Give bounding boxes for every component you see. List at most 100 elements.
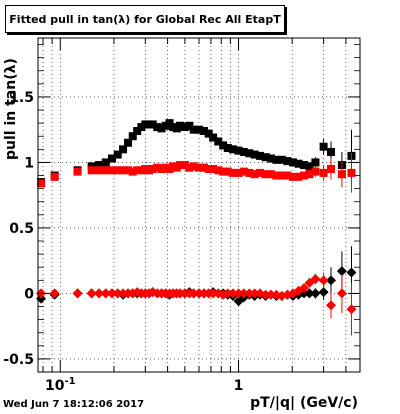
data-point <box>272 171 281 180</box>
data-point <box>153 163 162 172</box>
data-point <box>222 288 233 299</box>
data-point <box>223 167 232 176</box>
data-point <box>185 163 194 172</box>
data-point <box>133 126 142 135</box>
data-point <box>336 266 347 277</box>
data-point <box>266 154 275 163</box>
data-point <box>214 166 223 175</box>
data-point <box>113 166 122 175</box>
series-3 <box>36 272 357 336</box>
data-point <box>288 158 297 167</box>
data-point <box>245 149 254 158</box>
data-point <box>148 120 157 129</box>
data-point <box>219 141 228 150</box>
data-point <box>234 168 243 177</box>
data-point <box>195 125 203 134</box>
data-point <box>337 170 346 179</box>
data-point <box>261 153 270 162</box>
x-tick-label: 10-1 <box>45 376 76 394</box>
data-point <box>209 133 218 142</box>
data-point <box>124 138 133 147</box>
data-point <box>36 293 47 304</box>
chart-title: Fitted pull in tan(λ) for Global Rec All… <box>5 5 285 33</box>
data-point <box>325 275 336 286</box>
data-point <box>299 283 310 294</box>
data-point <box>325 300 336 311</box>
data-point <box>239 167 248 176</box>
data-point <box>311 158 320 167</box>
data-point <box>180 123 189 132</box>
data-point <box>107 166 116 175</box>
data-point <box>199 163 208 172</box>
data-point <box>73 167 82 176</box>
data-point <box>214 137 223 146</box>
data-point <box>50 172 59 181</box>
data-point <box>272 155 281 164</box>
y-tick-label: 0 <box>24 286 34 302</box>
series-2 <box>36 246 357 307</box>
data-point <box>94 288 105 299</box>
data-point <box>294 159 303 168</box>
x-axis-label: pT/|q| (GeV/c) <box>250 395 358 411</box>
data-point <box>223 144 232 153</box>
data-point <box>277 155 286 164</box>
data-point <box>326 147 335 156</box>
data-point <box>256 168 265 177</box>
data-point <box>238 288 249 299</box>
data-point <box>101 166 110 175</box>
data-point <box>250 170 259 179</box>
data-point <box>128 132 137 141</box>
data-point <box>128 167 137 176</box>
data-point <box>188 288 199 299</box>
data-point <box>294 172 303 181</box>
data-point <box>347 168 356 177</box>
data-point <box>277 171 286 180</box>
data-point <box>239 147 248 156</box>
series-group <box>36 119 357 336</box>
data-point <box>228 168 237 177</box>
data-point <box>100 288 111 299</box>
data-point <box>311 167 320 176</box>
data-point <box>244 288 255 299</box>
data-point <box>233 288 244 299</box>
data-point <box>310 274 321 285</box>
data-point <box>157 164 166 173</box>
data-point <box>336 288 347 299</box>
data-point <box>199 126 208 135</box>
y-tick-label: -0.5 <box>3 352 34 368</box>
data-point <box>113 150 122 159</box>
data-point <box>310 288 321 299</box>
data-point <box>261 170 270 179</box>
data-point <box>101 158 110 167</box>
data-point <box>318 287 329 298</box>
y-tick-label: 1 <box>24 155 34 171</box>
data-point <box>326 164 335 173</box>
y-axis-label: pull in tan(λ) <box>3 58 19 160</box>
data-point <box>300 171 309 180</box>
data-point <box>87 166 96 175</box>
data-point <box>300 161 309 170</box>
x-tick-label: 1 <box>234 378 244 394</box>
data-point <box>119 145 128 154</box>
data-point <box>304 288 315 299</box>
series-1 <box>37 153 356 193</box>
data-point <box>266 170 275 179</box>
data-point <box>283 171 292 180</box>
data-point <box>95 161 104 170</box>
data-point <box>305 170 314 179</box>
data-point <box>208 288 219 299</box>
data-point <box>112 288 123 299</box>
data-point <box>319 168 328 177</box>
axis-ticks: -0.5 0 0.5 1 1.5 10-1 1 <box>3 38 360 394</box>
data-point <box>283 157 292 166</box>
data-point <box>133 166 142 175</box>
data-point <box>195 163 203 172</box>
data-point <box>106 288 117 299</box>
data-point <box>176 161 185 170</box>
data-point <box>148 164 157 173</box>
data-point <box>107 154 116 163</box>
data-point <box>180 161 189 170</box>
y-tick-label: 1.5 <box>9 90 34 106</box>
data-point <box>157 124 166 133</box>
